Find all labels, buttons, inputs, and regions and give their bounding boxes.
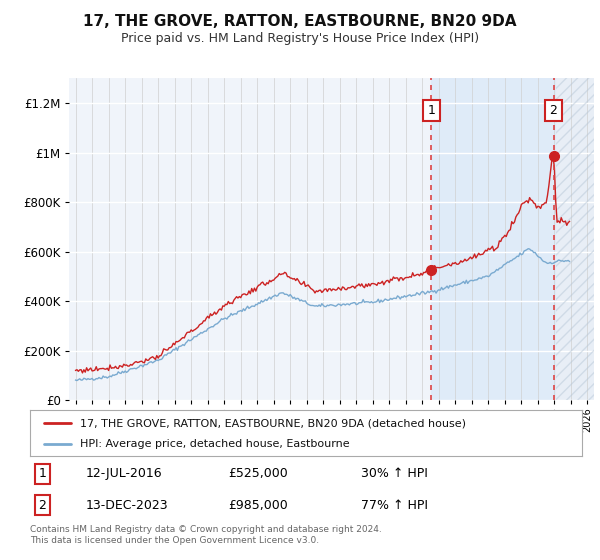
Text: 1: 1 xyxy=(427,104,435,117)
Text: £985,000: £985,000 xyxy=(229,498,289,512)
Text: 2: 2 xyxy=(38,498,46,512)
Text: 12-JUL-2016: 12-JUL-2016 xyxy=(85,468,162,480)
Text: Contains HM Land Registry data © Crown copyright and database right 2024.
This d: Contains HM Land Registry data © Crown c… xyxy=(30,525,382,545)
Text: 77% ↑ HPI: 77% ↑ HPI xyxy=(361,498,428,512)
Text: 13-DEC-2023: 13-DEC-2023 xyxy=(85,498,168,512)
Text: Price paid vs. HM Land Registry's House Price Index (HPI): Price paid vs. HM Land Registry's House … xyxy=(121,32,479,45)
Text: 1: 1 xyxy=(38,468,46,480)
Text: 2: 2 xyxy=(550,104,557,117)
Bar xyxy=(556,78,594,400)
Text: 17, THE GROVE, RATTON, EASTBOURNE, BN20 9DA: 17, THE GROVE, RATTON, EASTBOURNE, BN20 … xyxy=(83,14,517,29)
Text: £525,000: £525,000 xyxy=(229,468,289,480)
Text: HPI: Average price, detached house, Eastbourne: HPI: Average price, detached house, East… xyxy=(80,440,349,450)
Text: 30% ↑ HPI: 30% ↑ HPI xyxy=(361,468,428,480)
Text: 17, THE GROVE, RATTON, EASTBOURNE, BN20 9DA (detached house): 17, THE GROVE, RATTON, EASTBOURNE, BN20 … xyxy=(80,418,466,428)
Bar xyxy=(556,78,594,400)
Bar xyxy=(431,78,556,400)
